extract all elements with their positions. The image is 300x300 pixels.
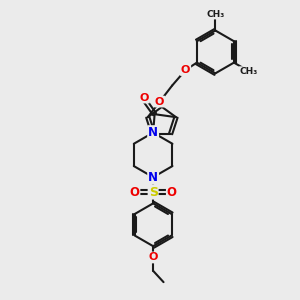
Text: O: O <box>148 253 158 262</box>
Text: O: O <box>140 93 149 103</box>
Text: O: O <box>155 97 164 106</box>
Text: CH₃: CH₃ <box>206 10 224 19</box>
Text: O: O <box>129 186 140 199</box>
Text: N: N <box>148 171 158 184</box>
Text: O: O <box>181 65 190 75</box>
Text: O: O <box>167 186 177 199</box>
Text: S: S <box>148 186 158 199</box>
Text: CH₃: CH₃ <box>239 67 257 76</box>
Text: N: N <box>148 126 158 139</box>
